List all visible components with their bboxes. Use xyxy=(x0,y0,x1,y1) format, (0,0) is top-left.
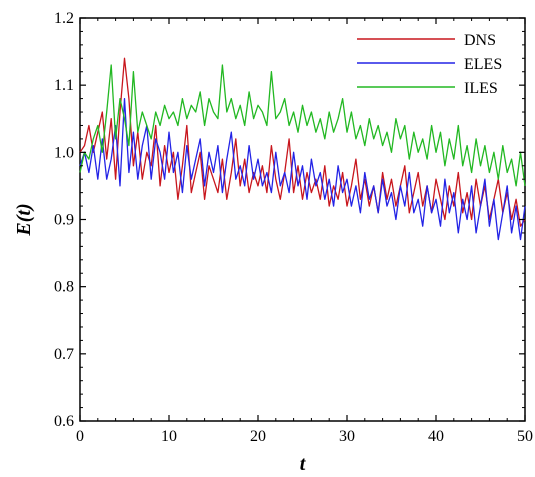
ticks-layer xyxy=(79,17,526,422)
legend-label-iles: ILES xyxy=(464,80,498,97)
x-axis-label: t xyxy=(300,453,307,475)
legend: DNS ELES ILES xyxy=(357,32,502,97)
series-line-dns xyxy=(79,57,526,227)
series-line-iles xyxy=(79,64,526,187)
y-tick-label: 1.1 xyxy=(54,77,74,94)
tick-labels-layer: 0 10 20 30 40 50 0.6 0.7 0.8 0.9 1.0 1.1 1.2 xyxy=(54,10,533,445)
plot-frame xyxy=(79,17,526,422)
series-layer xyxy=(79,57,526,241)
x-tick-label: 20 xyxy=(250,428,266,445)
legend-label-dns: DNS xyxy=(464,32,496,49)
y-tick-label: 1.0 xyxy=(54,144,74,161)
y-tick-label: 0.9 xyxy=(54,212,74,229)
plot-area xyxy=(79,17,526,422)
series-line-eles xyxy=(79,97,526,241)
y-tick-label: 1.2 xyxy=(54,10,74,27)
x-tick-label: 10 xyxy=(161,428,177,445)
y-tick-label: 0.6 xyxy=(54,413,74,430)
x-tick-label: 50 xyxy=(517,428,533,445)
x-tick-label: 30 xyxy=(339,428,355,445)
y-tick-label: 0.8 xyxy=(54,279,74,296)
x-tick-label: 40 xyxy=(428,428,444,445)
y-axis-label: E(t) xyxy=(13,203,35,236)
x-tick-label: 0 xyxy=(76,428,84,445)
y-tick-label: 0.7 xyxy=(54,346,74,363)
legend-label-eles: ELES xyxy=(464,56,502,73)
